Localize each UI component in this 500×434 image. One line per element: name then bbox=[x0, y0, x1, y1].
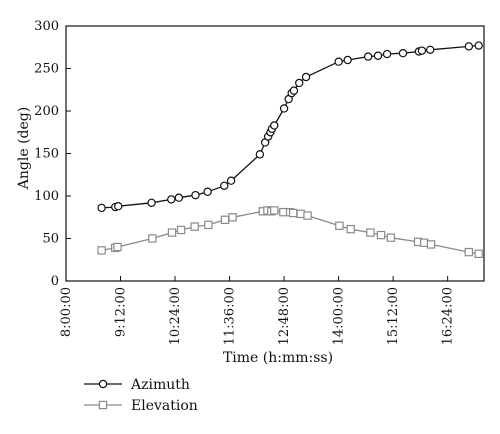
elevation-point bbox=[335, 221, 344, 230]
legend-label: Elevation bbox=[131, 398, 198, 414]
azimuth-point bbox=[301, 72, 311, 82]
x-tick-label: 9:12:00 bbox=[114, 287, 129, 337]
azimuth-point bbox=[426, 45, 435, 55]
elevation-point bbox=[464, 247, 474, 257]
x-tick-label: 15:12:00 bbox=[386, 287, 401, 345]
azimuth-point bbox=[220, 181, 229, 190]
x-tick-label: 8:00:00 bbox=[59, 287, 74, 337]
elevation-point bbox=[148, 234, 157, 243]
y-tick-label: 50 bbox=[42, 232, 59, 247]
legend-item-azimuth: Azimuth bbox=[84, 377, 190, 393]
azimuth-point bbox=[114, 201, 123, 211]
azimuth-point bbox=[295, 78, 304, 88]
elevation-point bbox=[426, 240, 436, 249]
azimuth-point bbox=[382, 49, 392, 59]
elevation-point bbox=[270, 206, 279, 215]
azimuth-point bbox=[191, 190, 200, 200]
legend-marker bbox=[98, 379, 108, 389]
azimuth-point bbox=[417, 46, 427, 55]
elevation-point bbox=[113, 242, 122, 252]
y-axis-title: Angle (deg) bbox=[16, 107, 32, 190]
elevation-point bbox=[386, 233, 396, 242]
azimuth-point bbox=[279, 104, 289, 113]
elevation-point bbox=[296, 209, 305, 219]
azimuth-point bbox=[255, 150, 265, 159]
elevation-point bbox=[288, 208, 298, 218]
azimuth-line bbox=[101, 44, 479, 209]
x-tick-label: 11:36:00 bbox=[223, 287, 238, 345]
x-tick-label: 10:24:00 bbox=[168, 287, 183, 345]
x-tick-label: 14:00:00 bbox=[332, 287, 347, 345]
azimuth-point bbox=[226, 176, 236, 185]
legend-item-elevation: Elevation bbox=[84, 398, 198, 414]
elevation-point bbox=[228, 213, 237, 222]
azimuth-point bbox=[373, 51, 383, 60]
x-tick-label: 12:48:00 bbox=[277, 287, 292, 345]
azimuth-series bbox=[97, 41, 483, 213]
y-tick-label: 150 bbox=[34, 147, 59, 162]
azimuth-point bbox=[398, 49, 408, 58]
elevation-point bbox=[279, 207, 288, 217]
y-tick-label: 250 bbox=[34, 62, 59, 77]
legend: Azimuth Elevation bbox=[84, 377, 198, 414]
azimuth-point bbox=[464, 42, 474, 51]
elevation-point bbox=[220, 215, 230, 224]
azimuth-point bbox=[474, 41, 483, 50]
azimuth-point bbox=[363, 52, 373, 61]
azimuth-point bbox=[167, 195, 176, 204]
azimuth-point bbox=[343, 55, 352, 65]
azimuth-point bbox=[203, 187, 212, 196]
y-tick-label: 200 bbox=[34, 104, 59, 119]
azimuth-point bbox=[147, 198, 156, 207]
elevation-point bbox=[167, 228, 177, 237]
elevation-point bbox=[346, 224, 355, 234]
elevation-point bbox=[303, 211, 312, 220]
elevation-point bbox=[190, 222, 199, 231]
y-tick-label: 300 bbox=[34, 19, 59, 34]
elevation-point bbox=[97, 246, 106, 255]
elevation-point bbox=[176, 225, 186, 235]
legend-marker bbox=[98, 400, 108, 410]
azimuth-point bbox=[97, 203, 106, 213]
azimuth-point bbox=[270, 121, 279, 130]
elevation-point bbox=[366, 228, 375, 237]
azimuth-point bbox=[289, 86, 299, 95]
axes: 0 50 100 150 200 250 300 8:00:00 9:12:00 10:24:00… bbox=[34, 19, 485, 345]
x-tick-label: 16:24:00 bbox=[441, 287, 456, 345]
elevation-point bbox=[204, 220, 213, 230]
y-tick-label: 100 bbox=[34, 189, 59, 204]
elevation-series bbox=[97, 206, 483, 258]
elevation-point bbox=[419, 238, 429, 247]
legend-label: Azimuth bbox=[130, 377, 190, 393]
y-tick-label: 0 bbox=[51, 274, 59, 289]
elevation-point bbox=[474, 249, 483, 258]
elevation-point bbox=[376, 230, 386, 240]
plot-area bbox=[97, 41, 483, 258]
x-axis-title: Time (h:mm:ss) bbox=[223, 350, 333, 366]
azimuth-point bbox=[334, 57, 343, 66]
azimuth-point bbox=[174, 193, 184, 202]
